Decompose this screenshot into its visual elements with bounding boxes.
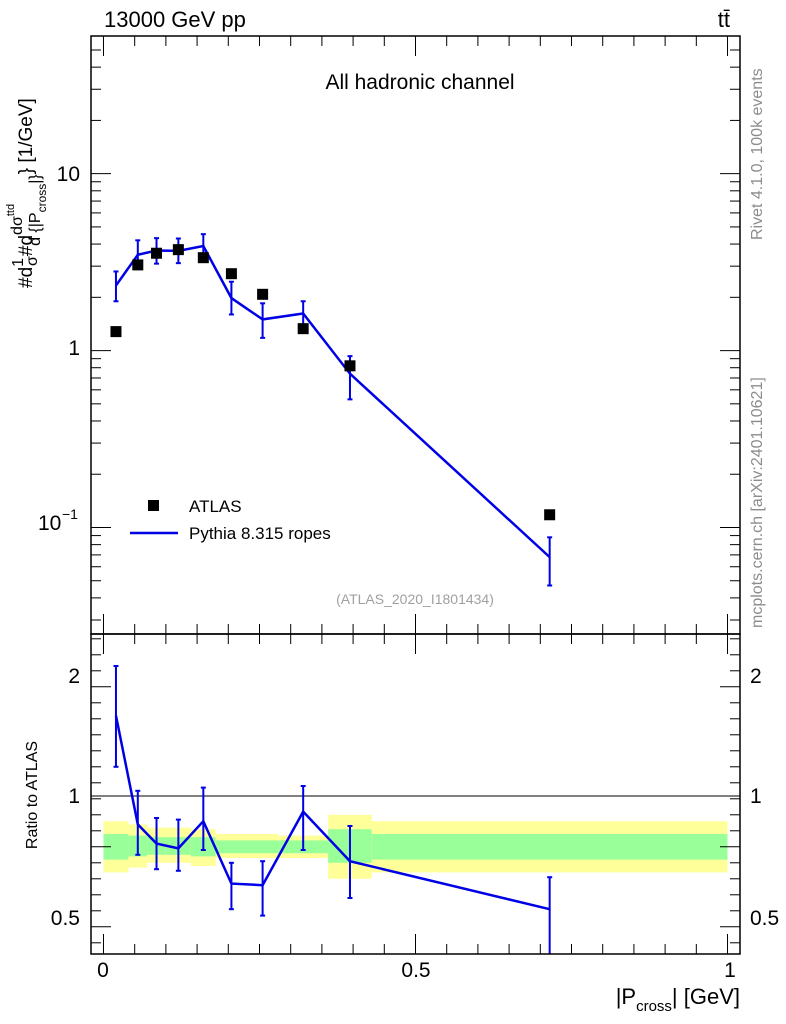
atlas-marker (225, 268, 237, 280)
main-y-tick-label-0.1-base: 10 (38, 512, 61, 535)
main-title: All hadronic channel (325, 71, 514, 94)
ratio-panel: 2 1 0.5 2 1 0.5 Ratio to ATLAS 0 0.5 1 |… (24, 633, 779, 1015)
x-axis-label: |Pcross| [GeV] (616, 984, 740, 1015)
atlas-marker (297, 323, 309, 335)
ratio-band-green (215, 840, 248, 854)
ratio-band-green (371, 834, 728, 860)
ratio-y-tick-label-2: 2 (68, 665, 80, 688)
main-y-tick-label-1: 1 (68, 337, 80, 360)
main-panel: All hadronic channel 10 1 10 −1 #d1σ#ddσ… (5, 35, 741, 635)
legend-atlas-marker (148, 500, 159, 511)
main-plot-frame (90, 35, 741, 635)
atlas-marker (544, 509, 556, 521)
ratio-tick-layer (91, 634, 740, 954)
main-y-tick-label-0.1: 10 −1 (38, 506, 78, 535)
main-y-axis-label-text: #d1σ#ddσttdd {|Pcross|}} [1/GeV] (5, 98, 49, 288)
ratio-series-layer (113, 665, 553, 954)
mcplots-label: mcplots.cern.ch [arXiv:2401.10621] (749, 377, 766, 628)
ratio-band-green (247, 840, 279, 854)
atlas-marker (197, 252, 209, 264)
pythia-line (114, 244, 551, 559)
atlas-marker (132, 259, 144, 271)
legend-pythia-label: Pythia 8.315 ropes (189, 524, 331, 543)
beam-label: 13000 GeV pp (104, 7, 246, 32)
process-label: tt̄ (718, 7, 730, 32)
analysis-id-label: (ATLAS_2020_I1801434) (336, 591, 494, 607)
atlas-marker (151, 247, 163, 259)
atlas-marker (257, 288, 269, 300)
ratio-plot-frame (90, 633, 741, 955)
main-y-tick-label-10: 10 (57, 163, 80, 186)
x-tick-label-1: 1 (724, 959, 736, 982)
ratio-pythia-line (114, 715, 550, 911)
legend-atlas-label: ATLAS (189, 497, 242, 516)
rivet-version-label: Rivet 4.1.0, 100k events (749, 68, 766, 240)
ratio-y-tick-label-0.5-right: 0.5 (750, 907, 779, 930)
atlas-marker (344, 360, 356, 372)
ratio-y-axis-label: Ratio to ATLAS (24, 741, 41, 849)
main-tick-layer (91, 35, 740, 634)
legend: ATLAS Pythia 8.315 ropes (130, 497, 331, 543)
main-series-layer (110, 233, 556, 587)
ratio-y-tick-label-2-right: 2 (750, 665, 762, 688)
ratio-band-layer (103, 814, 728, 879)
main-y-tick-label-0.1-exponent: −1 (62, 506, 78, 522)
atlas-marker (172, 244, 184, 256)
atlas-marker (110, 326, 122, 338)
main-y-axis-label: #d1σ#ddσttdd {|Pcross|}} [1/GeV] (5, 98, 49, 288)
ratio-y-tick-label-1-right: 1 (750, 785, 762, 808)
x-tick-label-0.5: 0.5 (401, 959, 430, 982)
x-tick-label-0: 0 (97, 959, 109, 982)
ratio-y-tick-label-1: 1 (68, 785, 80, 808)
ratio-y-tick-label-0.5: 0.5 (51, 907, 80, 930)
